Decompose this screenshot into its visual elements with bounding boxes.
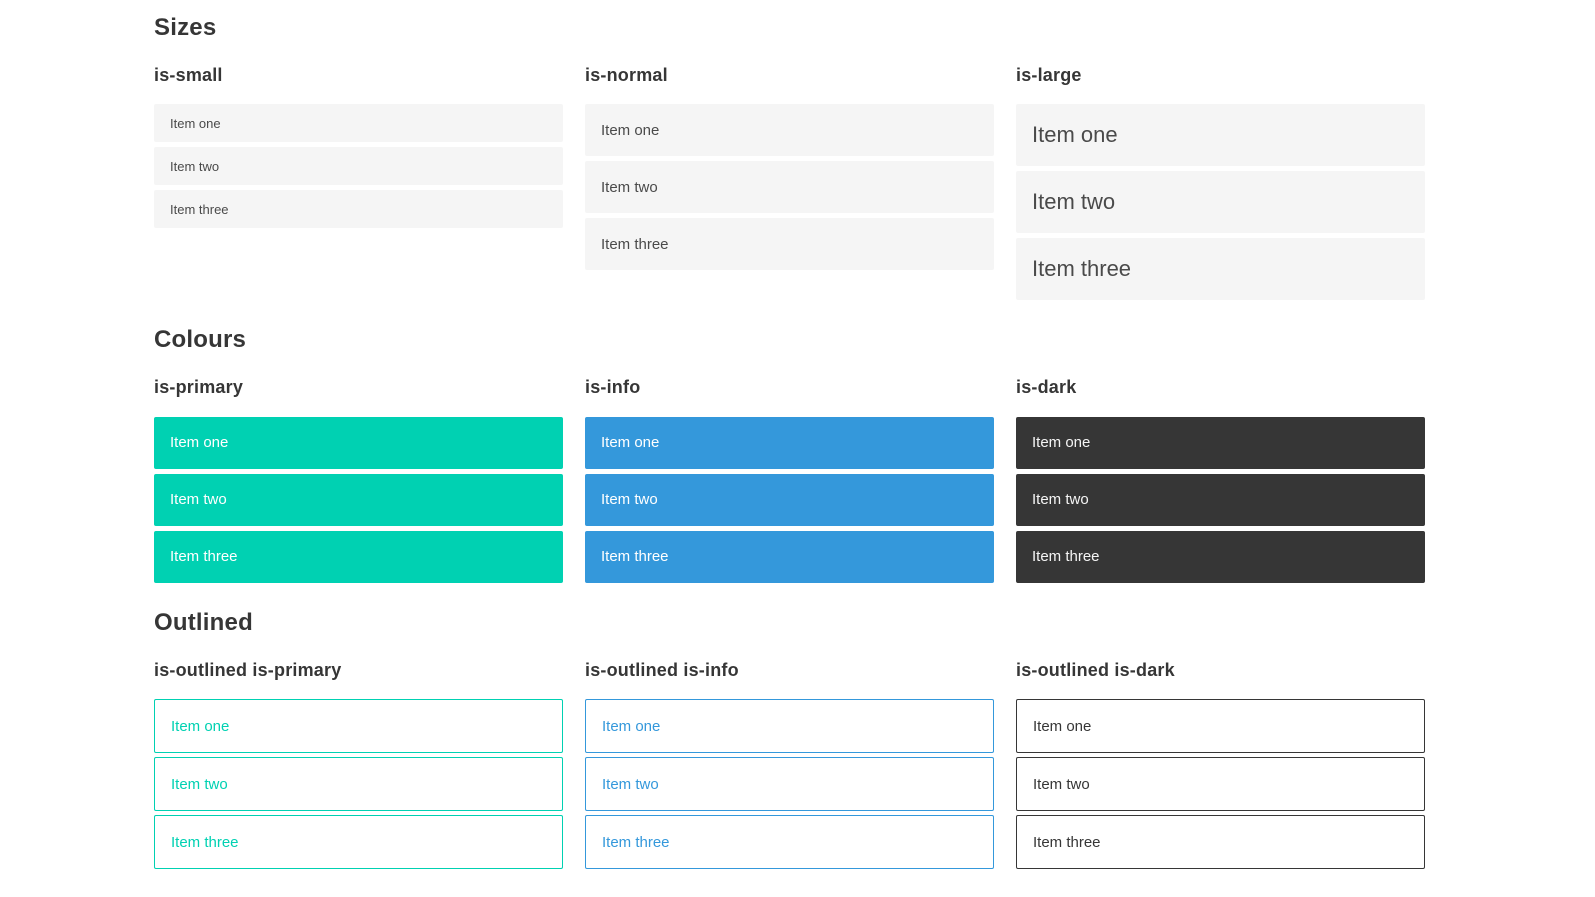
list-dark: Item one Item two Item three	[1016, 416, 1425, 583]
group-is-outlined-is-info: is-outlined is-info Item one Item two It…	[585, 660, 994, 874]
section-outlined: Outlined is-outlined is-primary Item one…	[154, 609, 1595, 873]
list-item[interactable]: Item two	[1016, 757, 1425, 812]
list-item[interactable]: Item one	[585, 416, 994, 469]
section-title-colours: Colours	[154, 326, 247, 354]
list-item[interactable]: Item two	[1016, 171, 1425, 234]
list-item[interactable]: Item two	[154, 473, 563, 526]
group-is-outlined-is-primary: is-outlined is-primary Item one Item two…	[154, 660, 563, 874]
list-item[interactable]: Item one	[585, 699, 994, 754]
group-is-outlined-is-dark: is-outlined is-dark Item one Item two It…	[1016, 660, 1425, 874]
list-large: Item one Item two Item three	[1016, 104, 1425, 301]
list-info: Item one Item two Item three	[585, 416, 994, 583]
list-outlined-primary: Item one Item two Item three	[154, 699, 563, 870]
list-item[interactable]: Item three	[585, 218, 994, 271]
list-item[interactable]: Item three	[154, 530, 563, 583]
group-label-is-outlined-is-dark: is-outlined is-dark	[1016, 659, 1175, 680]
list-item[interactable]: Item two	[585, 757, 994, 812]
component-demo-page: Sizes is-small Item one Item two Item th…	[154, 14, 1595, 873]
group-is-primary: is-primary Item one Item two Item three	[154, 377, 563, 583]
group-is-normal: is-normal Item one Item two Item three	[585, 65, 994, 271]
list-small: Item one Item two Item three	[154, 104, 563, 229]
list-primary: Item one Item two Item three	[154, 416, 563, 583]
list-item[interactable]: Item one	[1016, 416, 1425, 469]
list-item[interactable]: Item one	[1016, 699, 1425, 754]
group-label-is-dark: is-dark	[1016, 377, 1077, 398]
group-label-is-outlined-is-info: is-outlined is-info	[585, 659, 739, 680]
list-item[interactable]: Item three	[1016, 238, 1425, 301]
section-colours: Colours is-primary Item one Item two Ite…	[154, 326, 1595, 583]
list-outlined-dark: Item one Item two Item three	[1016, 699, 1425, 870]
outlined-groups: is-outlined is-primary Item one Item two…	[154, 660, 1595, 874]
list-item[interactable]: Item three	[1016, 815, 1425, 870]
group-label-is-info: is-info	[585, 377, 641, 398]
colours-groups: is-primary Item one Item two Item three …	[154, 377, 1595, 583]
group-label-is-primary: is-primary	[154, 377, 244, 398]
list-item[interactable]: Item one	[154, 104, 563, 143]
group-label-is-large: is-large	[1016, 64, 1082, 85]
group-label-is-normal: is-normal	[585, 64, 668, 85]
list-item[interactable]: Item three	[154, 815, 563, 870]
list-item[interactable]: Item two	[585, 473, 994, 526]
sizes-groups: is-small Item one Item two Item three is…	[154, 65, 1595, 301]
group-is-small: is-small Item one Item two Item three	[154, 65, 563, 229]
group-is-large: is-large Item one Item two Item three	[1016, 65, 1425, 301]
list-normal: Item one Item two Item three	[585, 104, 994, 271]
list-item[interactable]: Item one	[154, 699, 563, 754]
list-item[interactable]: Item two	[154, 757, 563, 812]
list-item[interactable]: Item three	[585, 530, 994, 583]
group-label-is-outlined-is-primary: is-outlined is-primary	[154, 659, 342, 680]
group-is-dark: is-dark Item one Item two Item three	[1016, 377, 1425, 583]
section-title-sizes: Sizes	[154, 14, 217, 41]
list-item[interactable]: Item one	[1016, 104, 1425, 167]
list-outlined-info: Item one Item two Item three	[585, 699, 994, 870]
list-item[interactable]: Item one	[585, 104, 994, 157]
list-item[interactable]: Item two	[585, 161, 994, 214]
list-item[interactable]: Item one	[154, 416, 563, 469]
section-sizes: Sizes is-small Item one Item two Item th…	[154, 14, 1595, 301]
list-item[interactable]: Item two	[1016, 473, 1425, 526]
group-is-info: is-info Item one Item two Item three	[585, 377, 994, 583]
list-item[interactable]: Item three	[154, 190, 563, 229]
group-label-is-small: is-small	[154, 64, 223, 85]
section-title-outlined: Outlined	[154, 608, 253, 636]
list-item[interactable]: Item three	[585, 815, 994, 870]
list-item[interactable]: Item two	[154, 147, 563, 186]
list-item[interactable]: Item three	[1016, 530, 1425, 583]
